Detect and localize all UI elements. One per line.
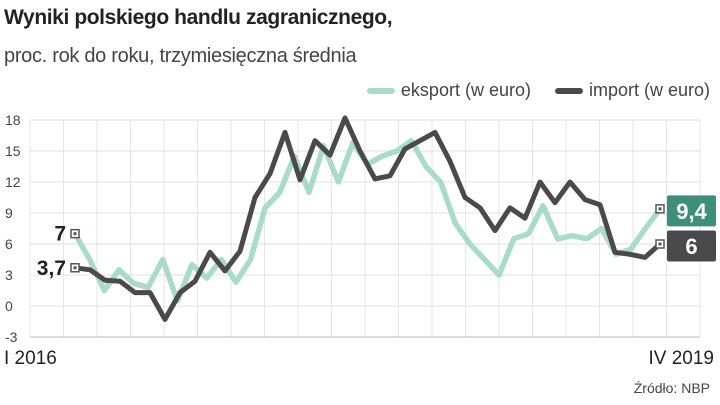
- x-tick-label-end: IV 2019: [649, 348, 715, 369]
- start-marker-import-dot: [73, 266, 77, 270]
- y-tick-label: -3: [5, 329, 18, 345]
- legend-label-import: import (w euro): [588, 80, 710, 100]
- y-tick-label: 12: [5, 174, 21, 190]
- legend-label-eksport: eksport (w euro): [400, 80, 531, 100]
- start-value-label-eksport: 7: [54, 223, 66, 246]
- legend-item-import: import (w euro): [554, 80, 710, 101]
- y-tick-label: 3: [5, 267, 13, 283]
- legend: eksport (w euro) import (w euro): [366, 80, 710, 101]
- y-tick-label: 15: [5, 143, 21, 159]
- y-tick-label: 0: [5, 298, 13, 314]
- legend-item-eksport: eksport (w euro): [366, 80, 531, 101]
- y-tick-label: 18: [5, 112, 21, 128]
- chart-subtitle: proc. rok do roku, trzymiesięczna średni…: [4, 45, 357, 67]
- series-line-import: [72, 115, 663, 322]
- legend-swatch-import: [554, 87, 583, 94]
- chart-title: Wyniki polskiego handlu zagranicznego,: [4, 6, 393, 29]
- start-marker-eksport-dot: [73, 232, 77, 236]
- start-value-label-import: 3,7: [37, 257, 66, 280]
- end-value-label-eksport: 9,4: [676, 199, 707, 224]
- end-value-label-import: 6: [685, 234, 697, 259]
- end-value-box-import: [667, 230, 716, 262]
- end-value-box-eksport: [667, 195, 716, 227]
- y-tick-label: 6: [5, 236, 13, 252]
- source-note: Źródło: NBP: [633, 380, 710, 396]
- y-tick-label: 9: [5, 205, 13, 221]
- x-tick-label-start: I 2016: [4, 348, 57, 369]
- end-marker-eksport-dot: [658, 207, 662, 211]
- legend-swatch-eksport: [366, 87, 395, 94]
- end-marker-import-dot: [658, 242, 662, 246]
